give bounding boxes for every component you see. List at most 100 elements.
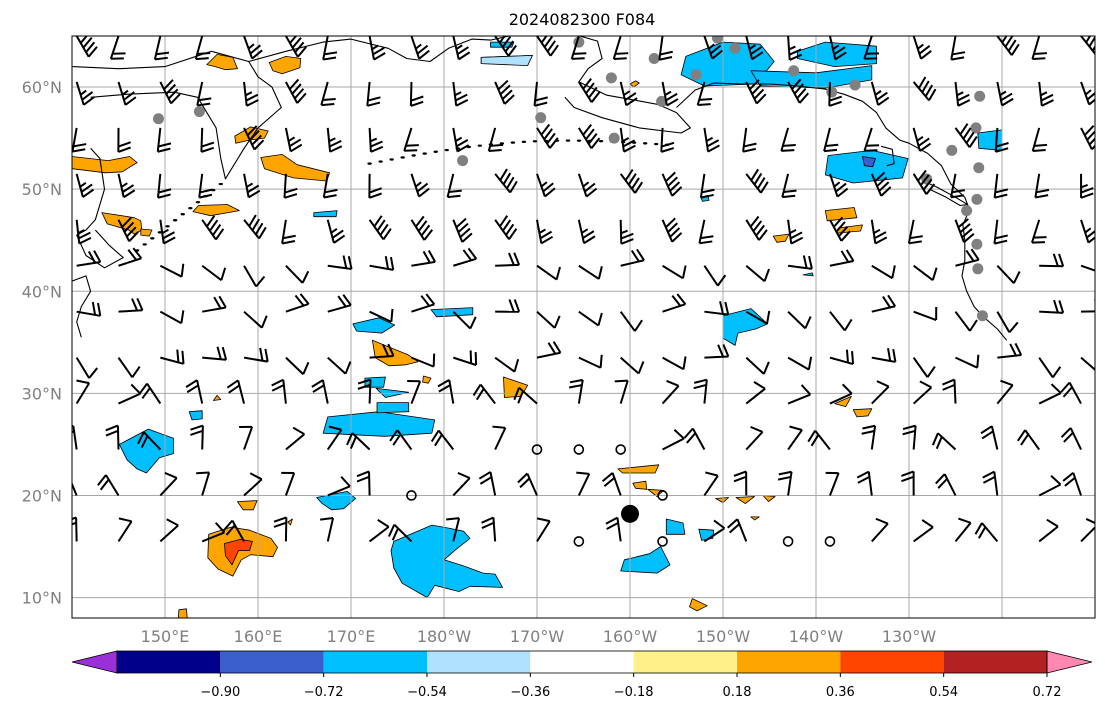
barb-feather [665,171,676,183]
wind-barb [870,171,892,197]
barb-feather [499,84,511,96]
negative-contour [376,402,410,414]
strong-negative-contour [862,156,876,168]
positive-contour [287,518,293,526]
barb-shaft [661,385,680,405]
barb-feather [322,97,336,101]
barb-feather [157,147,171,153]
wind-barb [513,386,538,405]
lon-label: 150°W [696,627,751,646]
barb-shaft [284,127,292,152]
barb-feather [781,149,795,152]
barb-feather [284,187,298,194]
barb-feather [700,235,714,240]
barb-feather [606,521,619,530]
barb-feather [131,298,139,311]
barb-feather [877,96,890,106]
barb-feather [504,40,515,53]
barb-feather [752,220,763,232]
barb-feather [568,384,583,389]
station-marker [729,42,741,54]
barb-feather [369,192,382,199]
wind-barb [536,36,559,57]
barb-feather [517,472,529,484]
barb-feather [1007,39,1017,52]
wind-barb [696,81,713,106]
barb-feather [540,36,548,44]
barb-shaft [202,356,227,361]
barb-feather [481,521,495,529]
wind-barb [1038,474,1062,497]
wind-barb [430,429,455,451]
island [378,160,383,163]
barb-feather [835,182,847,193]
barb-feather [123,189,136,199]
barb-feather [218,295,227,308]
barb-feather [248,189,261,199]
barb-shaft [1038,81,1043,106]
barb-shaft [1034,173,1041,198]
barb-feather [503,94,515,105]
barb-feather [873,228,881,234]
wind-barb [954,517,972,543]
barb-feather [1062,471,1074,482]
barb-feather [573,52,587,55]
barb-feather [788,48,802,56]
barb-shaft [1080,356,1095,371]
barb-feather [136,297,144,311]
barb-feather [798,92,809,104]
barb-shaft [243,127,256,150]
barb-shaft [814,430,831,451]
wind-barb [190,424,204,450]
barb-feather [661,141,675,148]
barb-feather [549,44,559,57]
wind-barb [787,255,813,270]
barb-shaft [494,173,511,194]
wind-barb [327,356,352,375]
wind-barb [494,168,518,194]
barb-feather [615,52,629,55]
barb-feather [371,44,379,51]
barb-feather [614,379,628,383]
wind-barb [118,383,142,405]
wind-barb [1031,219,1047,244]
barb-shaft [950,173,957,198]
wind-barb [117,81,137,106]
storm-center-layer [621,504,639,523]
colorbar-tick-label: −0.72 [304,685,344,700]
barb-feather [519,477,531,489]
wind-barb [271,378,287,404]
wind-barb [389,429,413,451]
barb-shaft [867,471,873,496]
colorbar-cell [633,651,737,673]
island [218,182,223,186]
barb-feather [777,475,792,481]
barb-shaft [366,81,371,106]
calm-wind-marker [657,490,668,501]
barb-shaft [577,379,584,404]
barb-feather [722,344,730,357]
barb-shaft [322,36,329,60]
wind-barb [285,426,306,451]
barb-feather [935,473,946,485]
barb-shaft [409,81,413,106]
station-marker [656,95,668,107]
wind-barb [1080,356,1095,371]
wind-barb [1080,81,1095,106]
wind-barb [356,470,371,496]
wind-barb [452,471,471,497]
barb-feather [576,471,590,475]
colorbar-cell [117,651,221,673]
wind-barb [366,81,381,107]
wind-barb [974,522,999,543]
barb-shaft [703,527,726,543]
barb-feather [841,383,853,395]
positive-contour [422,375,432,384]
wind-barb [453,247,478,267]
barb-feather [388,524,396,537]
barb-shaft [146,383,162,405]
barb-feather [333,234,346,244]
barb-shaft [75,357,90,379]
wind-barb [913,519,934,543]
barb-shaft [1031,36,1041,60]
